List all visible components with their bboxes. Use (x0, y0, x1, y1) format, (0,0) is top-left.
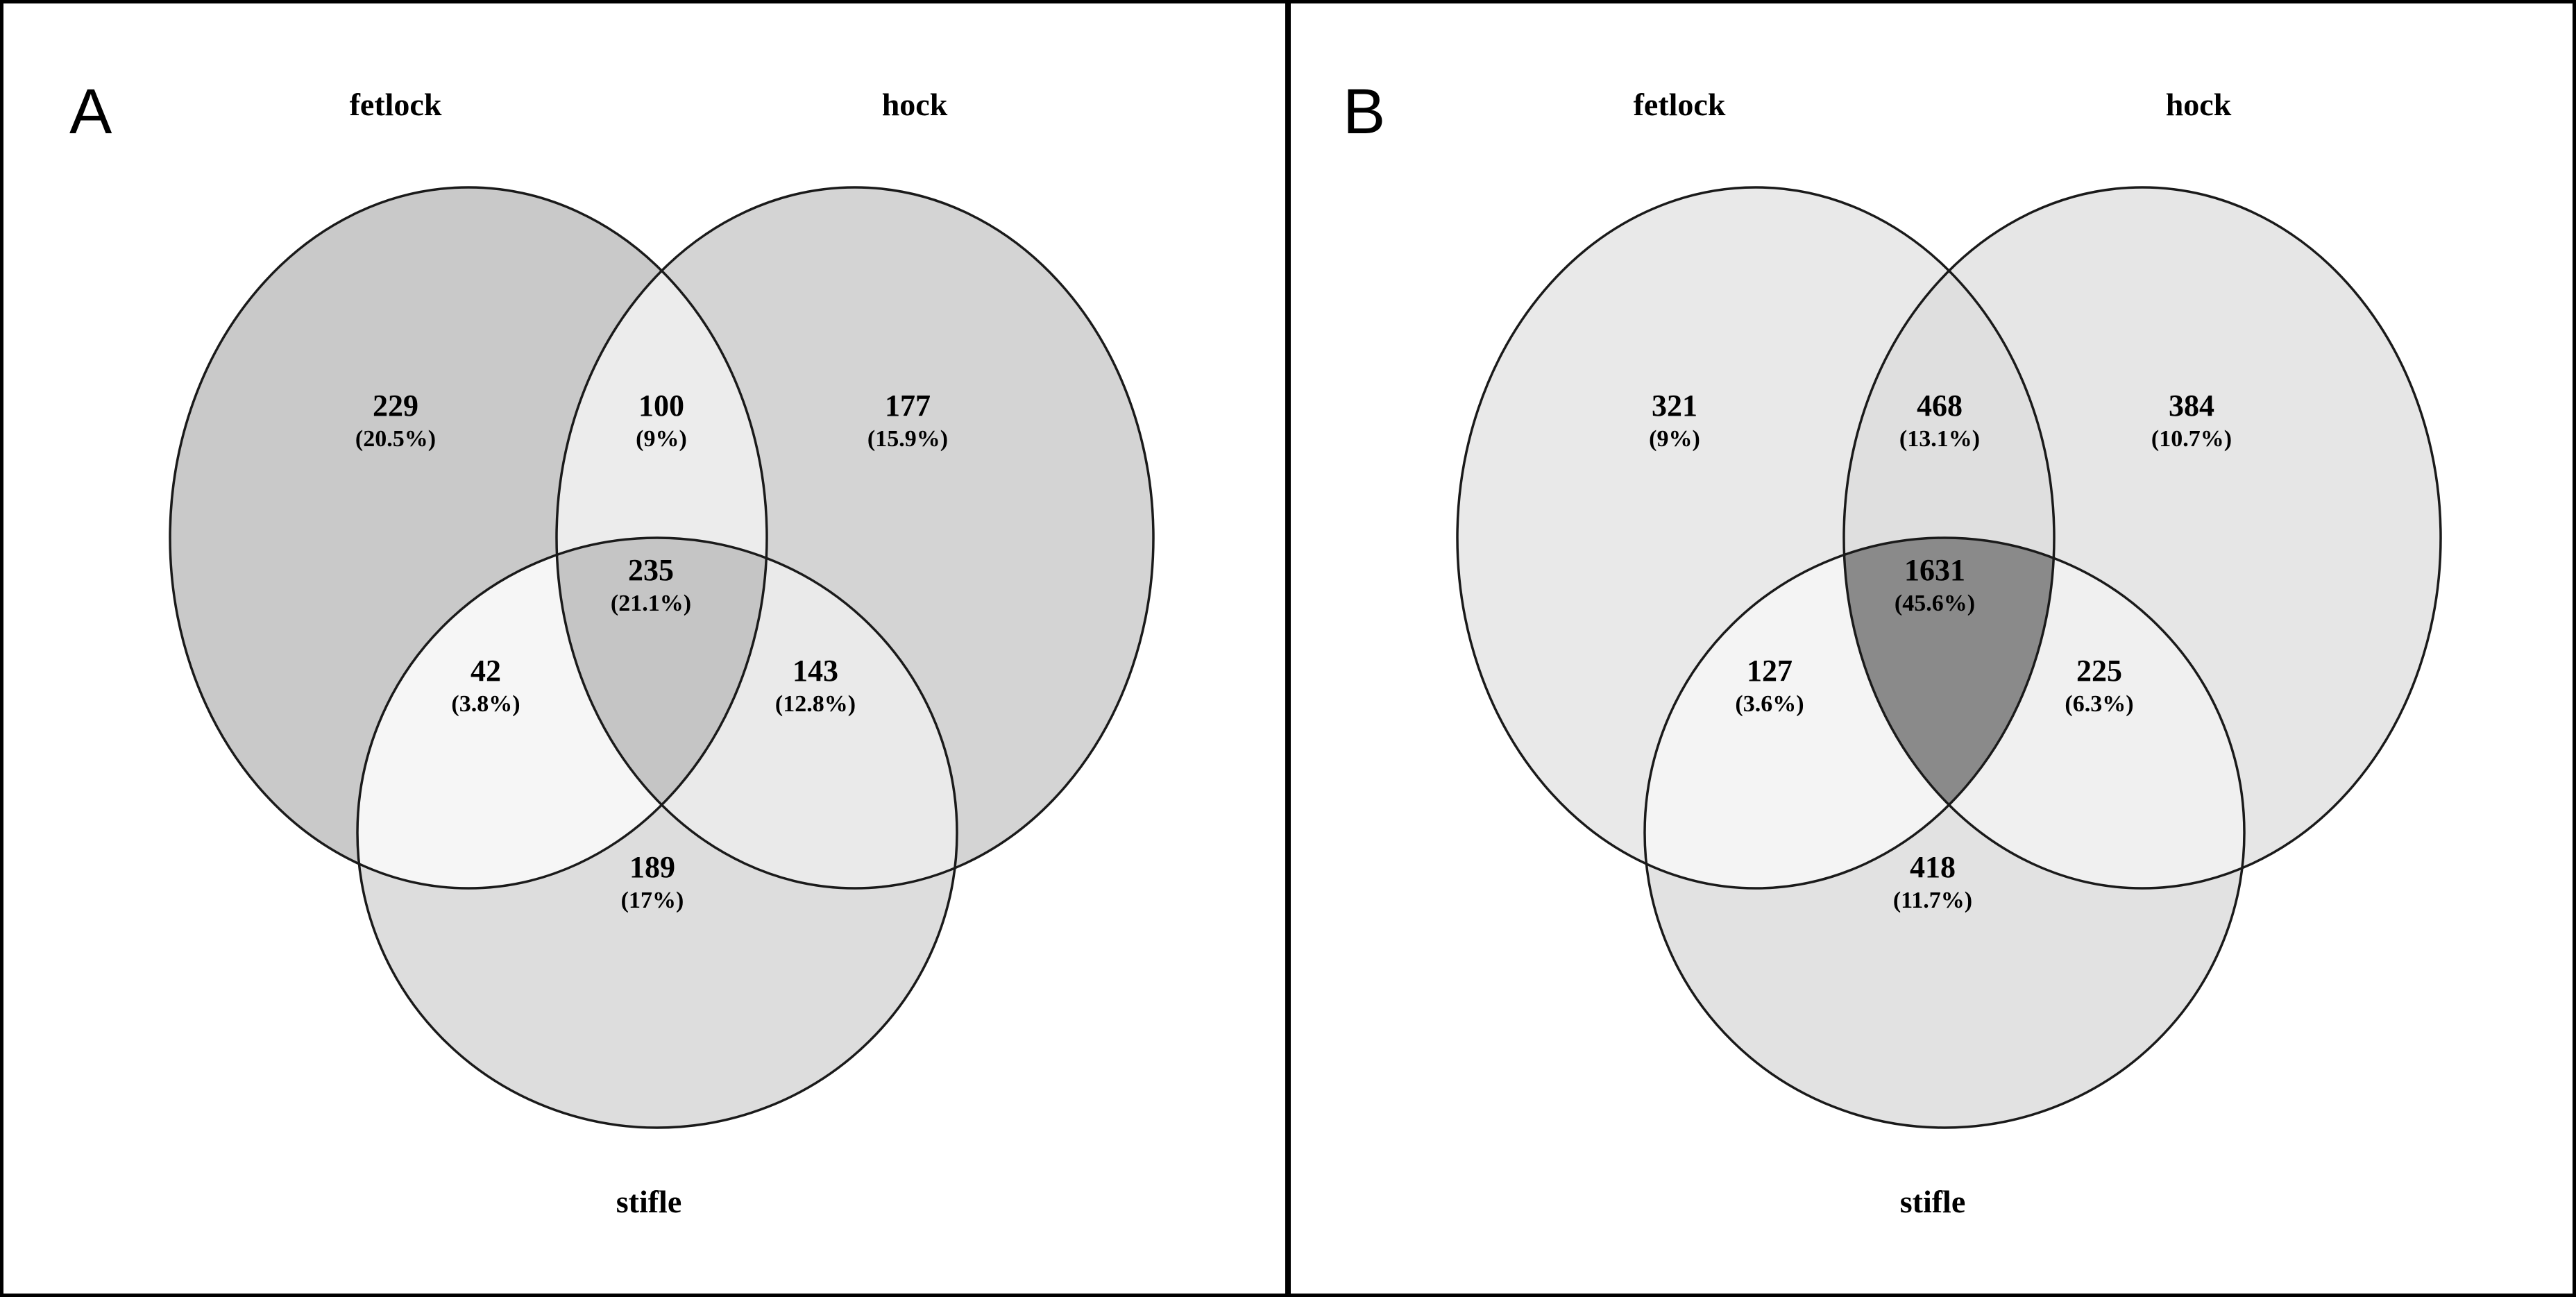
set-label-hock: hock (882, 87, 948, 122)
percent-fetlock-hock: (13.1%) (1899, 426, 1980, 452)
count-hock-only: 177 (885, 389, 931, 423)
count-hock-stifle: 225 (2076, 654, 2122, 688)
percent-hock-stifle: (6.3%) (2065, 691, 2133, 717)
percent-fetlock-stifle: (3.8%) (451, 691, 520, 717)
count-fetlock-hock: 100 (638, 389, 684, 423)
percent-hock-only: (15.9%) (867, 426, 948, 452)
panel-a: A fetlock hock stifle 229 (20.5%) 100 (9… (3, 3, 1285, 1294)
set-label-stifle: stifle (616, 1184, 682, 1219)
count-stifle-only: 418 (1910, 850, 1956, 884)
count-stifle-only: 189 (629, 850, 675, 884)
count-center: 1631 (1904, 553, 1965, 587)
percent-fetlock-only: (9%) (1649, 426, 1700, 452)
set-label-hock: hock (2166, 87, 2232, 122)
stifle-circle-outline (356, 536, 958, 1129)
fetlock-circle-outline (169, 186, 768, 890)
fetlock-circle-outline (1456, 186, 2056, 890)
percent-fetlock-hock: (9%) (636, 426, 687, 452)
venn-diagram-a: A fetlock hock stifle 229 (20.5%) 100 (9… (69, 76, 1155, 1219)
count-fetlock-only: 229 (373, 389, 418, 423)
percent-hock-stifle: (12.8%) (775, 691, 856, 717)
hock-circle-outline (555, 186, 1155, 890)
percent-fetlock-stifle: (3.6%) (1735, 691, 1804, 717)
panel-letter: B (1343, 76, 1385, 147)
percent-fetlock-only: (20.5%) (355, 426, 436, 452)
panel-b: B fetlock hock stifle 321 (9%) 468 (13.1… (1291, 3, 2573, 1294)
percent-stifle-only: (11.7%) (1893, 888, 1972, 913)
set-label-stifle: stifle (1900, 1184, 1966, 1219)
count-fetlock-hock: 468 (1917, 389, 1963, 423)
percent-hock-only: (10.7%) (2151, 426, 2232, 452)
count-hock-stifle: 143 (793, 654, 838, 688)
count-center: 235 (628, 553, 674, 587)
percent-center: (45.6%) (1895, 591, 1975, 616)
count-fetlock-stifle: 42 (471, 654, 501, 688)
hock-circle-outline (1842, 186, 2442, 890)
percent-center: (21.1%) (611, 591, 691, 616)
venn-diagram-b: B fetlock hock stifle 321 (9%) 468 (13.1… (1343, 76, 2442, 1219)
stifle-circle-outline (1643, 536, 2246, 1129)
panel-letter: A (69, 76, 112, 147)
count-fetlock-stifle: 127 (1747, 654, 1793, 688)
count-hock-only: 384 (2169, 389, 2214, 423)
count-fetlock-only: 321 (1652, 389, 1697, 423)
percent-stifle-only: (17%) (621, 888, 684, 913)
set-label-fetlock: fetlock (350, 87, 442, 122)
panel-divider (1285, 3, 1291, 1294)
set-label-fetlock: fetlock (1634, 87, 1726, 122)
